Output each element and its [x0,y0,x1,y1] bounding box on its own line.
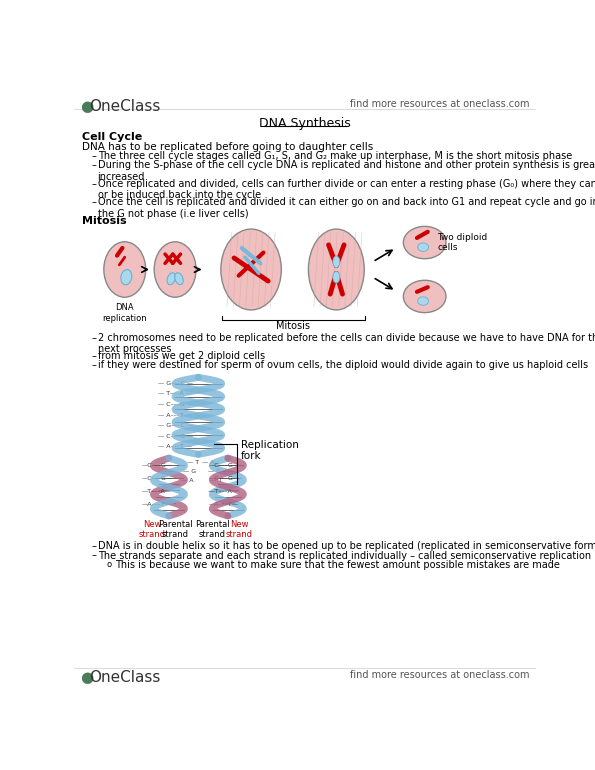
Ellipse shape [175,273,183,285]
Text: New
strand: New strand [226,520,253,539]
Text: —T–––A—: —T–––A— [208,489,239,494]
Text: –: – [92,351,96,361]
Text: —A–––T—: —A–––T— [208,502,239,507]
Text: DNA
replication: DNA replication [102,303,147,323]
Text: — G: — G [208,489,221,494]
Text: — T: — T [210,478,222,483]
Text: –: – [92,197,96,207]
Text: if they were destined for sperm of ovum cells, the diploid would divide again to: if they were destined for sperm of ovum … [98,360,588,370]
Text: —C–––G—: —C–––G— [142,476,173,481]
Ellipse shape [121,270,132,285]
Text: — C–––G —: — C–––G — [158,434,193,439]
Ellipse shape [333,256,340,267]
Text: The three cell cycle stages called G₁, S, and G₂ make up interphase, M is the sh: The three cell cycle stages called G₁, S… [98,151,572,161]
Text: OneClass: OneClass [89,99,161,113]
Text: Parental
strand: Parental strand [195,520,230,539]
Text: Once replicated and divided, cells can further divide or can enter a resting pha: Once replicated and divided, cells can f… [98,179,595,200]
Text: —C–––G—: —C–––G— [208,476,240,481]
Text: — G–––C —: — G–––C — [158,423,193,428]
Text: —T–––A—: —T–––A— [142,489,172,494]
Ellipse shape [167,273,176,285]
Text: Mitosis: Mitosis [276,321,310,331]
Text: –: – [92,160,96,170]
Text: — G: — G [183,469,196,474]
Text: find more resources at oneclass.com: find more resources at oneclass.com [350,670,530,680]
Text: –: – [92,333,96,343]
Text: 2 chromosomes need to be replicated before the cells can divide because we have : 2 chromosomes need to be replicated befo… [98,333,595,354]
Text: –: – [92,551,96,561]
Text: — C–––G —: — C–––G — [158,402,193,407]
Text: DNA is in double helix so it has to be opened up to be replicated (replicated in: DNA is in double helix so it has to be o… [98,541,595,551]
Text: — A–––T —: — A–––T — [158,444,192,449]
Text: —C–––G—: —C–––G— [208,464,240,468]
Ellipse shape [333,271,340,283]
Text: — C: — C [208,469,220,474]
Text: Replication
fork: Replication fork [241,440,299,461]
Text: Parental
strand: Parental strand [158,520,192,539]
Text: The strands separate and each strand is replicated individually – called semicon: The strands separate and each strand is … [98,551,591,561]
Text: OneClass: OneClass [89,670,161,685]
Text: –: – [92,541,96,551]
Ellipse shape [418,296,428,305]
Text: Once the cell is replicated and divided it can either go on and back into G1 and: Once the cell is replicated and divided … [98,197,595,219]
Text: New
strand: New strand [139,520,165,539]
Text: Cell Cycle: Cell Cycle [82,132,142,142]
Ellipse shape [418,243,428,251]
Text: o: o [107,560,112,569]
Ellipse shape [403,280,446,313]
Text: DNA has to be replicated before going to daughter cells: DNA has to be replicated before going to… [82,142,374,152]
Text: — A: — A [202,460,215,464]
Text: This is because we want to make sure that the fewest amount possible mistakes ar: This is because we want to make sure tha… [115,560,559,570]
Text: — T–––A —: — T–––A — [158,391,192,397]
Text: — A–––T —: — A–––T — [158,413,192,417]
Text: DNA Synthesis: DNA Synthesis [259,117,350,130]
Text: During the S-phase of the cell cycle DNA is replicated and histone and other pro: During the S-phase of the cell cycle DNA… [98,160,595,182]
Ellipse shape [403,226,446,259]
Text: ●: ● [80,99,94,113]
Text: find more resources at oneclass.com: find more resources at oneclass.com [350,99,530,109]
Ellipse shape [308,229,364,310]
Text: Mitosis: Mitosis [82,216,127,226]
Text: — A: — A [181,478,194,483]
Text: ●: ● [80,670,94,685]
Text: — G–––C —: — G–––C — [158,381,193,386]
Ellipse shape [221,229,281,310]
Ellipse shape [104,242,146,297]
Ellipse shape [154,242,196,297]
Text: Two diploid
cells: Two diploid cells [437,233,487,253]
Text: — T: — T [187,460,199,464]
Text: —C–––G—: —C–––G— [142,464,173,468]
Text: –: – [92,360,96,370]
Text: –: – [92,179,96,189]
Text: —A–––T—: —A–––T— [142,502,172,507]
Text: from mitosis we get 2 diploid cells: from mitosis we get 2 diploid cells [98,351,265,361]
Text: –: – [92,151,96,161]
